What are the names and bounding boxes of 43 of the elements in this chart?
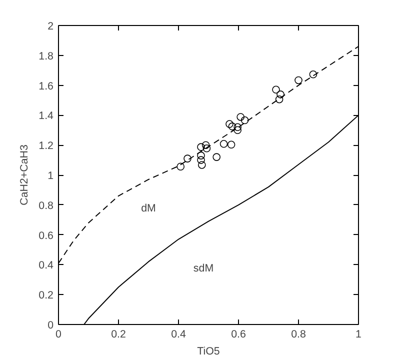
- point: [234, 126, 242, 134]
- y-tick-label: 0.4: [38, 260, 54, 272]
- point: [275, 95, 284, 104]
- point: [309, 70, 318, 78]
- y-tick-label: 0.8: [38, 200, 54, 212]
- point: [212, 153, 220, 161]
- point: [197, 152, 205, 160]
- y-axis-title: CaH2+CaH3: [18, 144, 31, 206]
- annotation: dM: [141, 202, 156, 214]
- point: [228, 122, 236, 130]
- y-tick-label: 1.8: [38, 50, 54, 62]
- point: [197, 143, 205, 151]
- point: [234, 123, 242, 132]
- point: [202, 144, 211, 152]
- y-tick-label: 1.4: [38, 110, 54, 122]
- point: [197, 156, 205, 164]
- x-tick-label: 0.2: [111, 328, 126, 340]
- y-tick-label: 2: [48, 20, 54, 32]
- y-tick-label: 1: [48, 170, 54, 182]
- point: [184, 154, 192, 162]
- y-tick-label: 0.6: [38, 230, 54, 242]
- point: [240, 116, 249, 124]
- y-tick-label: 1.6: [38, 80, 54, 92]
- point: [198, 161, 206, 169]
- point: [176, 162, 184, 171]
- x-axis-title: TiO5: [197, 346, 220, 358]
- y-tick-label: 1.2: [38, 140, 54, 152]
- annotation: sdM: [193, 262, 214, 274]
- point: [236, 113, 244, 121]
- point: [220, 140, 228, 148]
- y-tick-label: 0: [48, 320, 54, 332]
- point: [272, 86, 280, 94]
- x-tick-label: 0: [56, 328, 62, 340]
- point: [227, 140, 236, 149]
- point: [202, 141, 210, 149]
- x-tick-label: 0.8: [291, 328, 306, 340]
- point: [294, 76, 302, 84]
- point: [226, 120, 234, 128]
- x-tick-label: 0.4: [171, 328, 186, 340]
- x-tick-label: 1: [356, 328, 362, 340]
- point: [276, 90, 284, 98]
- x-tick-label: 0.6: [231, 328, 246, 340]
- y-tick-label: 0.2: [38, 290, 54, 302]
